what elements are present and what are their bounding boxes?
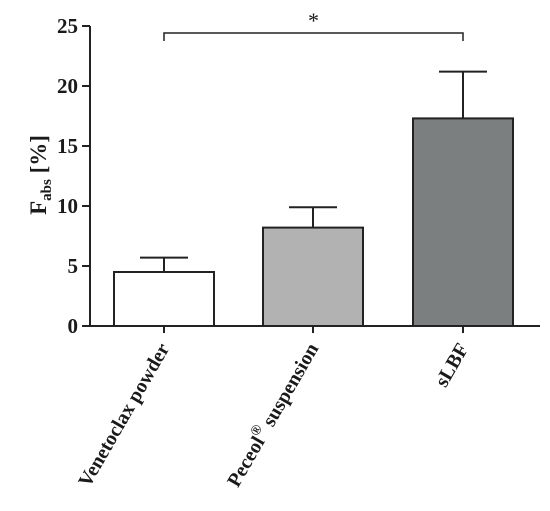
significance-line <box>163 32 464 41</box>
y-tick-label-15: 15 <box>57 134 78 158</box>
bar-2 <box>262 226 364 328</box>
x-axis: Venetoclax powder Peceol® suspension sLBF <box>74 325 540 491</box>
bars <box>113 117 514 328</box>
x-tick-label-2: Peceol® suspension <box>221 338 324 491</box>
bar-3 <box>412 117 514 328</box>
y-tick-label-0: 0 <box>68 314 79 338</box>
y-tick-label-25: 25 <box>57 14 78 38</box>
y-axis-title: Fabs [%] <box>26 135 55 215</box>
y-tick-label-5: 5 <box>68 254 79 278</box>
bar-1 <box>113 271 215 327</box>
y-tick-label-10: 10 <box>57 194 78 218</box>
significance-bracket: * <box>163 8 464 41</box>
y-axis-title-unit: [%] <box>26 135 51 179</box>
x-tick-label-1: Venetoclax powder <box>74 339 174 490</box>
error-bars <box>140 70 487 272</box>
y-axis: 0 5 10 15 20 25 <box>57 14 91 338</box>
x-tick-label-3: sLBF <box>431 340 473 391</box>
y-tick-label-20: 20 <box>57 74 78 98</box>
y-axis-title-subscript: abs <box>39 179 55 201</box>
significance-label: * <box>308 8 319 33</box>
y-axis-title-main: F <box>26 201 51 215</box>
